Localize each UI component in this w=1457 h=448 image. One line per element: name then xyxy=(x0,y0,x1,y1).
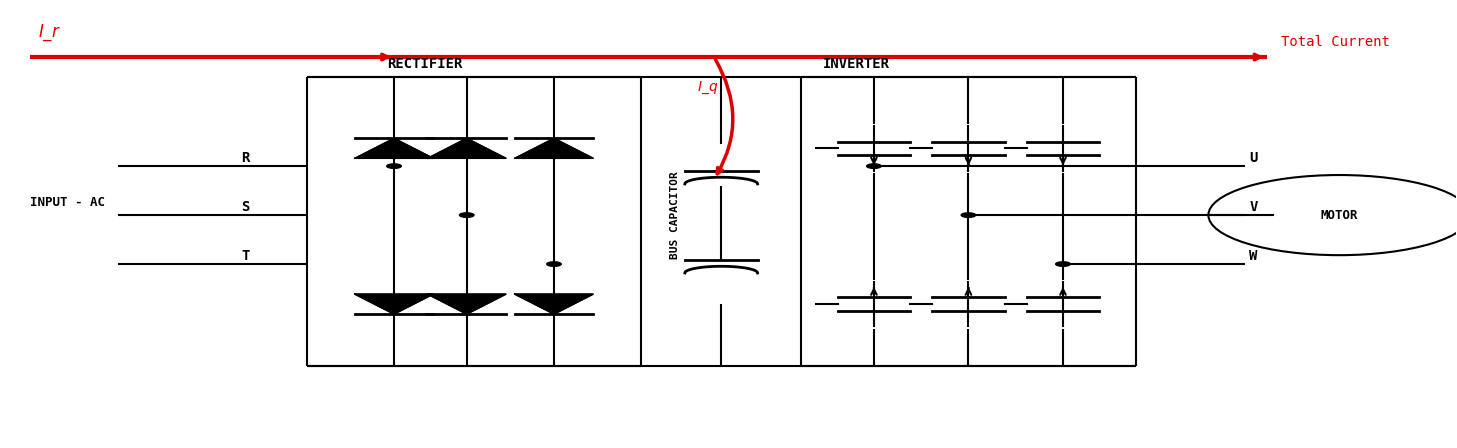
Text: RECTIFIER: RECTIFIER xyxy=(386,57,462,71)
Circle shape xyxy=(962,213,976,217)
Circle shape xyxy=(1056,262,1071,266)
Text: BUS CAPACITOR: BUS CAPACITOR xyxy=(670,171,680,259)
Circle shape xyxy=(459,213,474,217)
Text: T: T xyxy=(242,249,249,263)
Polygon shape xyxy=(427,138,506,158)
Polygon shape xyxy=(427,294,506,314)
Text: U: U xyxy=(1249,151,1257,165)
Text: INVERTER: INVERTER xyxy=(823,57,890,71)
Polygon shape xyxy=(514,294,593,314)
Text: MOTOR: MOTOR xyxy=(1320,209,1358,222)
Text: R: R xyxy=(242,151,249,165)
Text: $I\_r$: $I\_r$ xyxy=(38,23,61,43)
Text: W: W xyxy=(1249,249,1257,263)
Text: $I\_q$: $I\_q$ xyxy=(696,79,718,95)
Circle shape xyxy=(546,262,561,266)
Circle shape xyxy=(386,164,401,168)
Text: V: V xyxy=(1249,200,1257,214)
Polygon shape xyxy=(354,294,433,314)
Polygon shape xyxy=(354,138,433,158)
Circle shape xyxy=(867,164,881,168)
Text: INPUT - AC: INPUT - AC xyxy=(31,196,105,209)
Text: Total Current: Total Current xyxy=(1281,35,1390,49)
Polygon shape xyxy=(514,138,593,158)
Text: S: S xyxy=(242,200,249,214)
